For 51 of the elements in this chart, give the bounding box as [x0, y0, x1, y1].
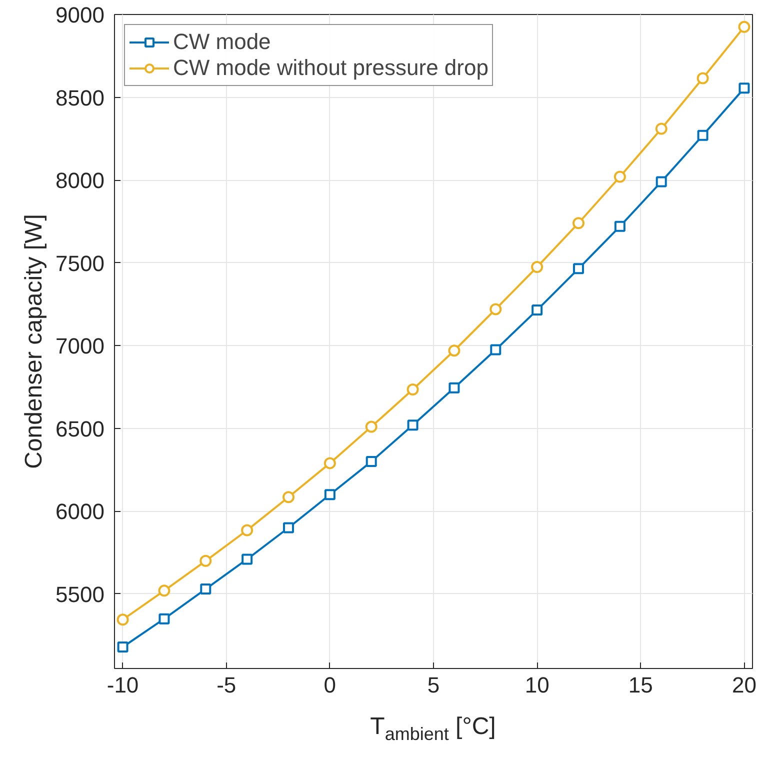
point — [242, 554, 253, 565]
point — [158, 584, 170, 597]
x-axis-title: T$_{ambient}$ [°C] — [369, 712, 497, 746]
x-tick-label: 5 — [427, 672, 440, 698]
y-axis-title: Condenser capacity [W] — [20, 214, 48, 469]
y-tick-label: 8500 — [56, 85, 105, 110]
point — [324, 489, 336, 500]
point — [200, 584, 212, 595]
y-tick-label: 7000 — [56, 334, 105, 359]
point — [656, 176, 667, 188]
point — [283, 522, 294, 534]
x-tick-label: 20 — [732, 672, 756, 698]
point — [448, 382, 460, 394]
point — [532, 304, 543, 316]
legend-label: CW mode — [173, 29, 271, 55]
point — [614, 220, 626, 232]
point — [697, 130, 708, 141]
point — [117, 641, 128, 652]
point — [655, 122, 668, 135]
y-tick-label: 9000 — [56, 2, 105, 28]
point — [116, 614, 129, 626]
point — [531, 261, 544, 273]
point — [573, 263, 584, 274]
x-tick-label: -10 — [106, 672, 139, 698]
point — [738, 20, 750, 33]
legend-label: CW mode without pressure drop — [173, 55, 488, 81]
y-tick-label: 5500 — [56, 582, 105, 607]
y-tick-label: 8000 — [56, 168, 105, 194]
point — [614, 170, 626, 183]
point — [241, 524, 254, 536]
point — [282, 491, 294, 504]
point — [365, 420, 378, 433]
point — [158, 613, 170, 624]
x-tick-label: 15 — [628, 672, 653, 698]
point — [407, 420, 418, 431]
point — [490, 303, 502, 316]
point — [572, 217, 584, 230]
y-tick-label: 6000 — [56, 499, 105, 524]
point — [200, 554, 212, 567]
point — [738, 82, 750, 94]
x-tick-label: 10 — [524, 672, 550, 698]
point — [448, 344, 460, 357]
x-tick-label: 0 — [324, 672, 336, 698]
point — [324, 457, 336, 470]
y-tick-label: 6500 — [56, 416, 105, 442]
point — [366, 456, 377, 468]
y-tick-label: 7500 — [56, 250, 105, 276]
point — [696, 72, 709, 84]
point — [490, 344, 502, 356]
x-tick-label: -5 — [216, 672, 236, 698]
point — [406, 384, 419, 396]
